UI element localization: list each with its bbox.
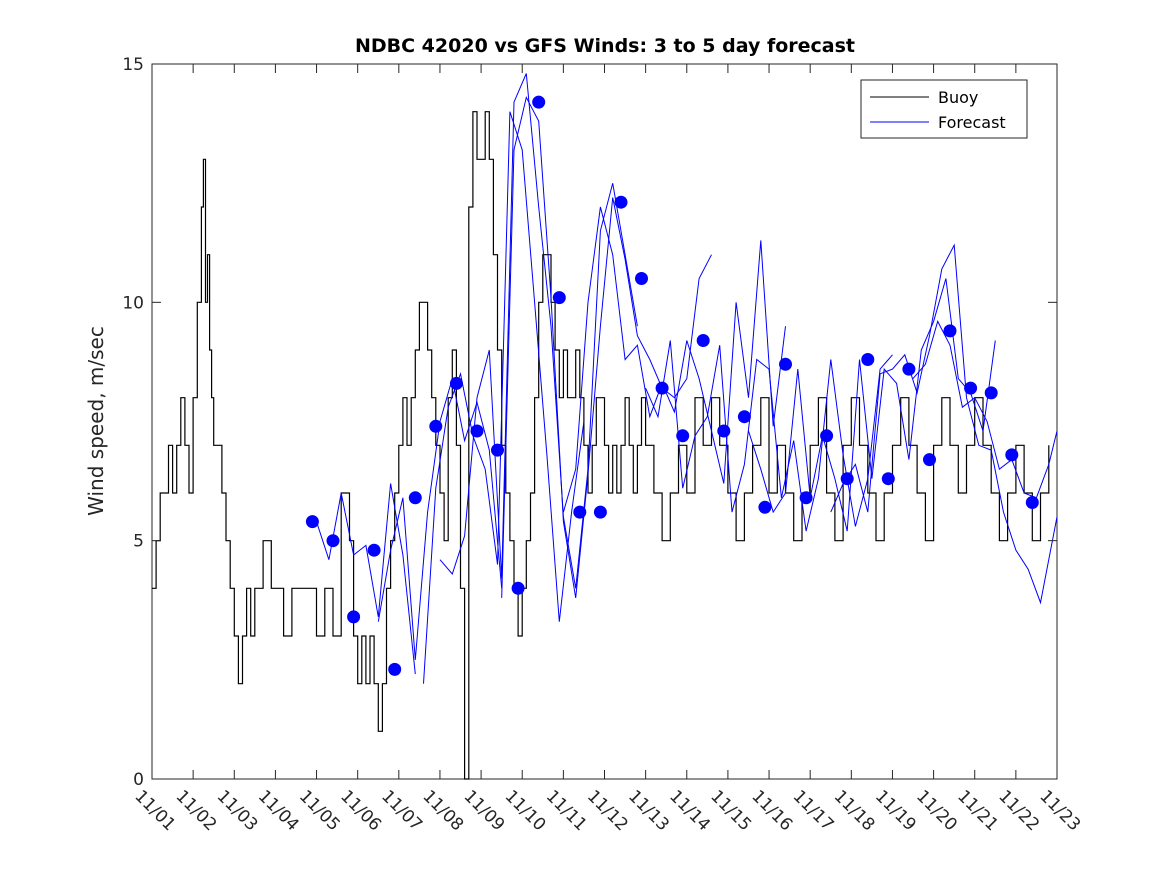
y-tick-label: 15 <box>122 55 144 75</box>
forecast-marker <box>614 195 628 209</box>
forecast-marker <box>1005 448 1019 462</box>
x-tick-label: 11/01 <box>130 786 179 835</box>
forecast-marker <box>964 381 978 395</box>
forecast-marker <box>1025 496 1039 509</box>
forecast-marker <box>696 334 710 347</box>
forecast-line-8 <box>748 278 996 532</box>
x-tick-label: 11/04 <box>254 786 303 835</box>
x-tick-label: 11/07 <box>377 786 426 835</box>
forecast-marker <box>820 429 834 443</box>
x-tick-label: 11/19 <box>871 786 920 835</box>
forecast-marker <box>758 500 772 514</box>
forecast-marker <box>717 424 731 438</box>
x-tick-label: 11/16 <box>747 786 796 835</box>
x-tick-label: 11/20 <box>912 786 961 835</box>
forecast-marker <box>429 419 443 433</box>
forecast-line-9 <box>830 243 1058 605</box>
y-axis: 0 5 10 15 <box>122 55 1057 790</box>
forecast-marker <box>573 505 587 519</box>
forecast-marker <box>470 424 484 438</box>
legend-box <box>860 79 1028 139</box>
forecast-marker <box>676 429 690 443</box>
x-tick-label: 11/08 <box>418 786 467 835</box>
forecast-marker <box>840 472 854 486</box>
x-tick-label: 11/18 <box>830 786 879 835</box>
forecast-marker <box>491 443 504 457</box>
forecast-line-7 <box>645 340 893 532</box>
x-tick-label: 11/05 <box>295 786 344 835</box>
chart-title: NDBC 42020 vs GFS Winds: 3 to 5 day fore… <box>355 35 855 57</box>
x-tick-label: 11/17 <box>789 786 838 835</box>
x-tick-label: 11/12 <box>583 786 632 835</box>
forecast-marker <box>388 662 402 676</box>
forecast-marker <box>923 453 936 467</box>
forecast-marker <box>655 381 669 395</box>
forecast-line-4 <box>439 73 638 589</box>
forecast-marker <box>943 324 957 338</box>
forecast-line-3 <box>423 111 585 684</box>
y-tick-label: 0 <box>133 770 144 790</box>
x-tick-label: 11/06 <box>336 786 385 835</box>
forecast-marker <box>635 272 648 285</box>
forecast-marker <box>347 610 361 624</box>
forecast-marker <box>984 386 998 400</box>
x-tick-label: 11/14 <box>665 786 714 835</box>
x-tick-label: 11/11 <box>542 786 591 835</box>
forecast-marker <box>532 95 546 109</box>
x-tick-label: 11/13 <box>624 786 673 835</box>
forecast-marker <box>881 472 895 486</box>
forecast-marker <box>326 534 340 548</box>
buoy-series <box>152 111 1050 780</box>
legend: Buoy Forecast <box>860 79 1028 139</box>
forecast-marker <box>779 357 792 371</box>
forecast-marker <box>408 491 422 505</box>
x-tick-label: 11/22 <box>994 786 1043 835</box>
x-tick-label: 11/09 <box>460 786 509 835</box>
y-tick-label: 5 <box>133 532 144 552</box>
legend-forecast-label: Forecast <box>938 113 1006 132</box>
forecast-markers <box>305 95 1039 676</box>
x-tick-label: 11/15 <box>706 786 755 835</box>
forecast-marker <box>902 362 916 376</box>
x-tick-label: 11/10 <box>501 786 550 835</box>
forecast-line-6 <box>562 206 786 513</box>
forecast-marker <box>367 543 381 557</box>
x-tick-label: 11/03 <box>213 786 262 835</box>
legend-buoy-label: Buoy <box>938 88 978 107</box>
forecast-marker <box>449 376 463 390</box>
x-tick-label: 11/21 <box>953 786 1002 835</box>
forecast-marker <box>799 491 813 505</box>
forecast-marker <box>593 505 607 519</box>
x-tick-label: 11/23 <box>1035 786 1084 835</box>
forecast-marker <box>552 291 566 305</box>
y-axis-label: Wind speed, m/sec <box>84 326 108 516</box>
forecast-marker <box>861 353 875 366</box>
forecast-marker <box>737 410 751 424</box>
forecast-marker <box>511 581 525 595</box>
y-tick-label: 10 <box>122 293 144 313</box>
buoy-line <box>152 111 1050 780</box>
x-tick-label: 11/02 <box>172 786 221 835</box>
forecast-line-5 <box>501 95 712 598</box>
forecast-marker <box>305 515 319 529</box>
